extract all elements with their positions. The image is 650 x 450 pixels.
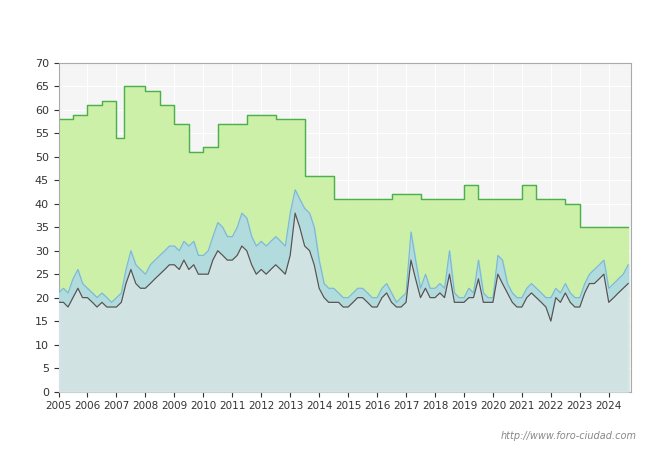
- Text: Sayatón - Evolucion de la poblacion en edad de Trabajar Agosto de 2024: Sayatón - Evolucion de la poblacion en e…: [72, 20, 578, 34]
- Text: http://www.foro-ciudad.com: http://www.foro-ciudad.com: [501, 431, 637, 441]
